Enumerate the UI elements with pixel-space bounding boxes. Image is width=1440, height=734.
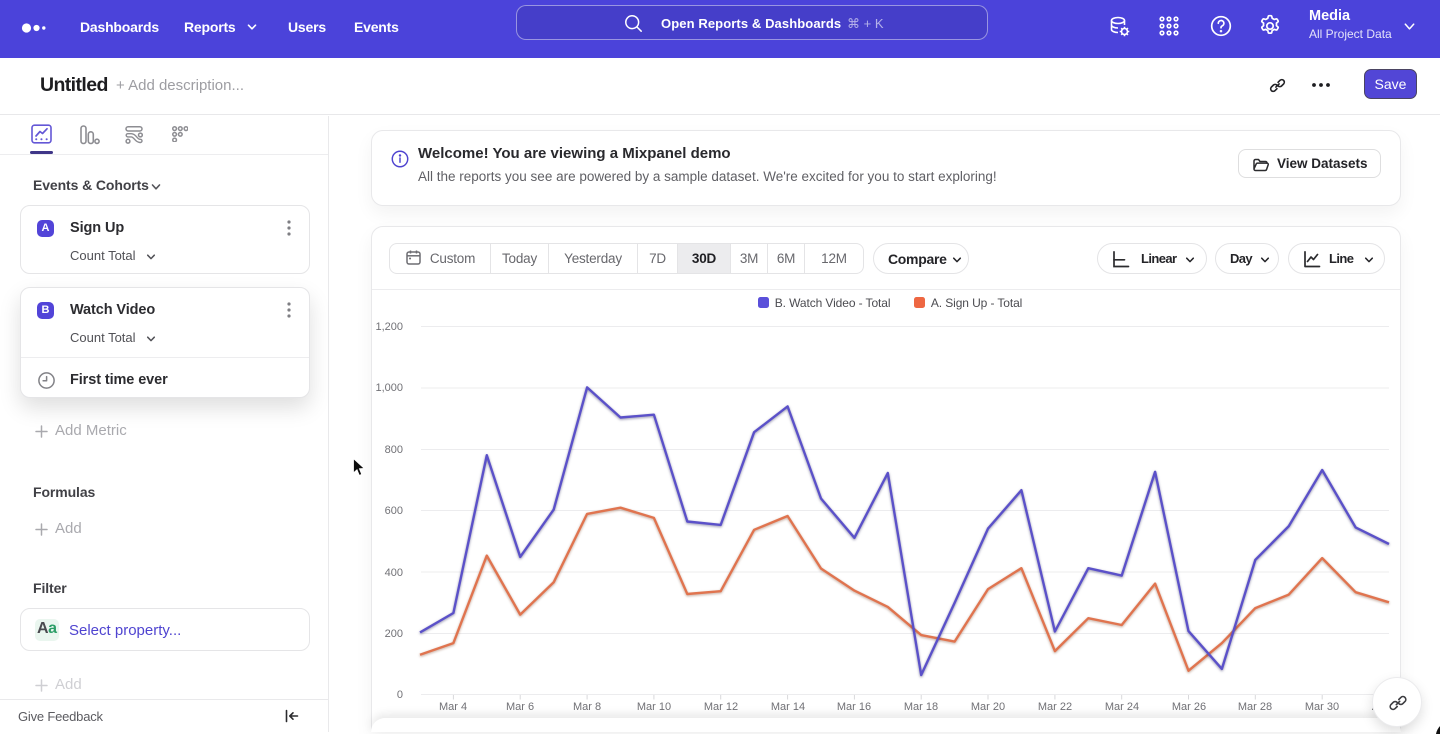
svg-text:1,200: 1,200 xyxy=(375,321,403,333)
svg-text:Mar 8: Mar 8 xyxy=(573,701,601,713)
svg-text:Mar 22: Mar 22 xyxy=(1038,701,1072,713)
svg-text:Mar 4: Mar 4 xyxy=(439,701,467,713)
svg-text:Mar 6: Mar 6 xyxy=(506,701,534,713)
svg-text:Mar 10: Mar 10 xyxy=(637,701,671,713)
svg-text:1,000: 1,000 xyxy=(375,382,403,394)
svg-text:Mar 30: Mar 30 xyxy=(1305,701,1339,713)
svg-text:Mar 24: Mar 24 xyxy=(1105,701,1139,713)
svg-text:800: 800 xyxy=(385,444,403,456)
svg-text:Mar 14: Mar 14 xyxy=(771,701,805,713)
svg-text:Mar 18: Mar 18 xyxy=(904,701,938,713)
svg-text:400: 400 xyxy=(385,567,403,579)
svg-text:Mar 20: Mar 20 xyxy=(971,701,1005,713)
svg-text:0: 0 xyxy=(397,689,403,701)
svg-text:Mar 16: Mar 16 xyxy=(837,701,871,713)
svg-text:600: 600 xyxy=(385,505,403,517)
svg-text:Mar 28: Mar 28 xyxy=(1238,701,1272,713)
svg-text:Mar 12: Mar 12 xyxy=(704,701,738,713)
svg-text:200: 200 xyxy=(385,628,403,640)
svg-text:Mar 26: Mar 26 xyxy=(1172,701,1206,713)
